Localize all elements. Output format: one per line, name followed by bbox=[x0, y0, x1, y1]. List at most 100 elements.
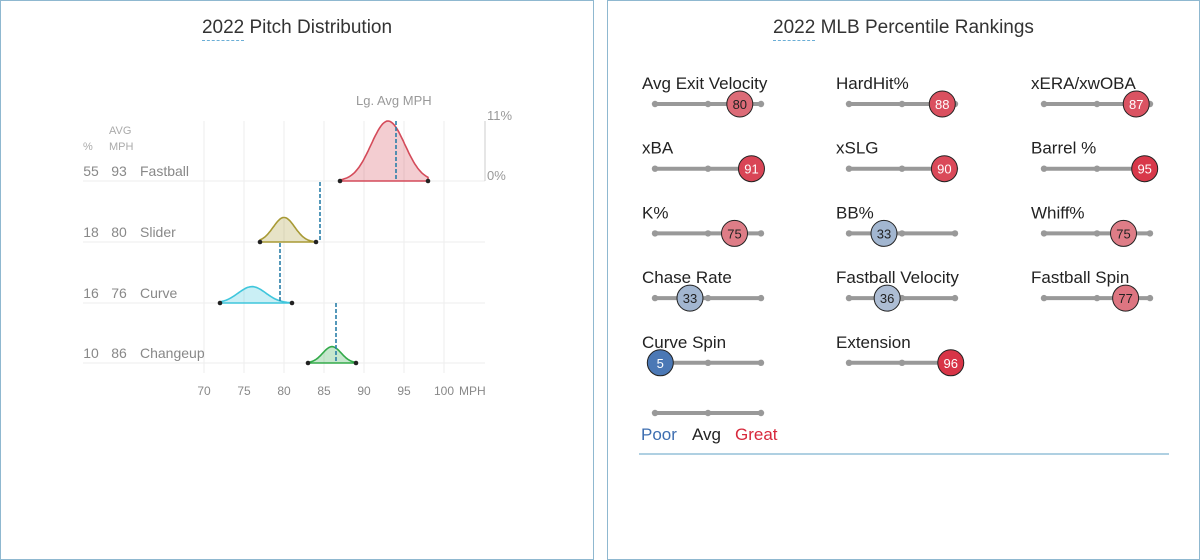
pitch-row-fastball: 55 93 Fastball bbox=[83, 120, 431, 184]
metric-chase-rate: Chase Rate 33 bbox=[642, 268, 765, 312]
percentile-circle[interactable] bbox=[870, 219, 898, 247]
percentile-circle[interactable] bbox=[676, 284, 704, 312]
percentile-value: 91 bbox=[744, 162, 758, 177]
range-min-point bbox=[305, 360, 311, 366]
percentile-value: 90 bbox=[937, 162, 951, 177]
metric-label: Barrel % bbox=[1031, 139, 1096, 158]
scale-max-label: 11% bbox=[487, 108, 512, 123]
track-node bbox=[951, 230, 959, 237]
legend: Poor Avg Great bbox=[641, 409, 778, 444]
metric-label: Whiff% bbox=[1031, 203, 1085, 222]
percentile-circle[interactable] bbox=[1122, 90, 1150, 118]
track-node bbox=[1040, 230, 1048, 237]
x-tick-label: 100 bbox=[434, 384, 454, 398]
percentile-value: 36 bbox=[880, 291, 894, 306]
track-node bbox=[704, 359, 712, 366]
density-curve-slider[interactable] bbox=[259, 216, 317, 243]
track-node bbox=[1040, 100, 1048, 108]
percentile-circle[interactable] bbox=[873, 284, 901, 312]
metric-xera-xwoba: xERA/xwOBA 87 bbox=[1031, 74, 1154, 118]
percentile-circle[interactable] bbox=[721, 219, 748, 247]
percentile-circle[interactable] bbox=[726, 90, 754, 118]
metric-label: K% bbox=[642, 203, 668, 222]
percentile-value: 33 bbox=[877, 226, 891, 241]
track-node bbox=[845, 100, 853, 108]
x-tick-label: 70 bbox=[197, 384, 211, 398]
percentile-title-year[interactable]: 2022 bbox=[773, 17, 816, 41]
x-tick-label: 90 bbox=[357, 384, 371, 398]
range-min-point bbox=[337, 178, 343, 184]
legend-track-node-left bbox=[651, 409, 659, 417]
track-node bbox=[757, 100, 765, 108]
pitch-x-ticks: 70 75 80 85 90 95 100 bbox=[197, 384, 454, 398]
track-node bbox=[845, 359, 853, 366]
pitch-title-text: Pitch Distribution bbox=[244, 17, 393, 38]
x-tick-label: 80 bbox=[277, 384, 291, 398]
metric-extension: Extension 96 bbox=[836, 333, 965, 377]
percentile-circle[interactable] bbox=[1110, 219, 1137, 247]
metric-fastball-spin: Fastball Spin 77 bbox=[1031, 268, 1154, 312]
pitch-title-year[interactable]: 2022 bbox=[201, 17, 245, 41]
pitch-name-label: Changeup bbox=[140, 345, 205, 361]
metric-fastball-velocity: Fastball Velocity 36 bbox=[836, 268, 959, 312]
percentile-chart: Avg Exit Velocity 80 HardHit% 88 xERA/xwOBA 8… bbox=[639, 74, 1169, 455]
percentile-circle[interactable] bbox=[646, 349, 674, 377]
avg-column-header-line1: AVG bbox=[109, 125, 131, 137]
track-node bbox=[845, 230, 853, 237]
metric-label: HardHit% bbox=[836, 74, 909, 93]
percentile-circle[interactable] bbox=[737, 155, 765, 183]
density-curve-changeup[interactable] bbox=[307, 345, 357, 364]
metric-label: xSLG bbox=[836, 139, 879, 158]
percentile-value: 77 bbox=[1118, 291, 1132, 306]
percentile-circle[interactable] bbox=[1112, 284, 1140, 312]
pitch-avg-mph: 76 bbox=[111, 285, 127, 301]
pitch-usage-pct: 55 bbox=[83, 163, 99, 179]
pitch-row-changeup: 10 86 Changeup bbox=[83, 303, 359, 366]
track-node bbox=[1093, 230, 1101, 237]
percentile-value: 75 bbox=[727, 226, 741, 241]
track-node bbox=[1040, 294, 1048, 302]
percentile-circle[interactable] bbox=[1131, 155, 1159, 183]
percentile-circle[interactable] bbox=[937, 349, 965, 377]
pitch-row-slider: 18 80 Slider bbox=[83, 182, 321, 245]
percentile-circle[interactable] bbox=[930, 155, 958, 183]
track-node bbox=[845, 165, 853, 172]
track-node bbox=[704, 294, 712, 302]
x-tick-label: 95 bbox=[397, 384, 411, 398]
pitch-rows: 55 93 Fastball 18 80 Slider 16 76 Curve 10 86 Chang… bbox=[83, 120, 431, 366]
legend-avg: Avg bbox=[692, 425, 721, 444]
track-node bbox=[1093, 165, 1101, 172]
metric-label: xBA bbox=[642, 139, 674, 158]
x-axis-unit-label: MPH bbox=[459, 384, 486, 398]
pitch-row-curve: 16 76 Curve bbox=[83, 243, 295, 306]
metric-whiff: Whiff% 75 bbox=[1031, 203, 1154, 247]
percentile-value: 96 bbox=[944, 356, 958, 371]
lg-avg-mph-label: Lg. Avg MPH bbox=[356, 93, 432, 108]
track-node bbox=[651, 165, 659, 172]
track-node bbox=[898, 100, 906, 108]
percentile-value: 5 bbox=[657, 356, 664, 371]
percentile-circle[interactable] bbox=[928, 90, 956, 118]
legend-poor: Poor bbox=[641, 425, 677, 444]
pitch-avg-mph: 93 bbox=[111, 163, 127, 179]
pitch-distribution-chart: Lg. Avg MPH % AVG MPH 11% 0% MPH 55 93 Fas… bbox=[83, 93, 512, 398]
range-max-point bbox=[353, 360, 359, 366]
pitch-usage-pct: 16 bbox=[83, 285, 99, 301]
track-node bbox=[757, 230, 765, 237]
track-node bbox=[704, 165, 712, 172]
track-node bbox=[898, 165, 906, 172]
metric-label: Fastball Spin bbox=[1031, 268, 1129, 287]
percentile-value: 88 bbox=[935, 97, 949, 112]
track-node bbox=[757, 294, 765, 302]
metric-bb: BB%33 bbox=[836, 203, 959, 247]
metric-label: Fastball Velocity bbox=[836, 268, 959, 287]
density-curve-curve[interactable] bbox=[219, 285, 293, 304]
legend-track-node-mid bbox=[704, 409, 712, 417]
pitch-avg-mph: 80 bbox=[111, 224, 127, 240]
density-curve-fastball[interactable] bbox=[339, 120, 429, 182]
range-max-point bbox=[313, 239, 319, 245]
range-max-point bbox=[425, 178, 431, 184]
pitch-name-label: Slider bbox=[140, 224, 176, 240]
pitch-usage-pct: 10 bbox=[83, 345, 99, 361]
metric-hardhit: HardHit% 88 bbox=[836, 74, 959, 118]
